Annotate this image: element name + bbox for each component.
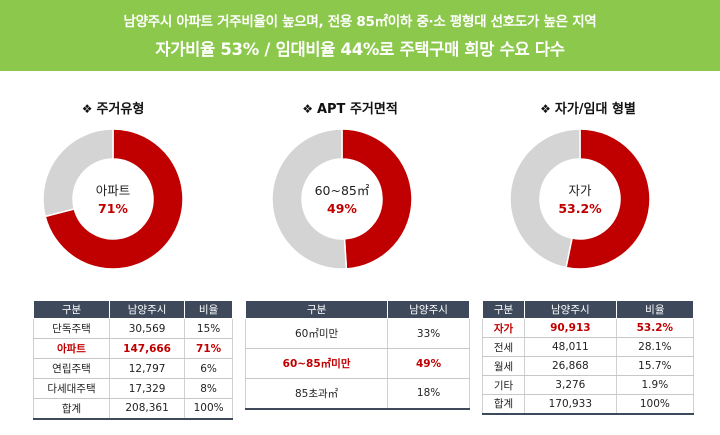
donut-center-value: 71% <box>98 201 128 216</box>
table-row: 60㎡미만 33% <box>244 318 470 349</box>
table-cell: 28.1% <box>615 337 695 357</box>
header-banner: 남양주시 아파트 거주비율이 높으며, 전용 85㎡이하 중·소 평형대 선호도… <box>0 0 720 71</box>
table-cell: 다세대주택 <box>33 378 110 399</box>
tenure-table: 구분 남양주시 비율 자가 90,913 53.2% 전세 48,011 28.1% 월세 26,… <box>482 300 695 415</box>
table-row: 월세 26,868 15.7% <box>482 356 695 376</box>
table-header-row: 구분 남양주시 비율 <box>482 300 695 319</box>
table-row: 기타 3,276 1.9% <box>482 375 695 395</box>
table-row: 합계 170,933 100% <box>482 394 695 415</box>
section-title-housing-type: ❖ 주거유형 <box>33 98 193 117</box>
table-cell: 60㎡미만 <box>244 318 389 349</box>
housing-type-table: 구분 남양주시 비율 단독주택 30,569 15% 아파트 147,666 71% 연립주택 1… <box>33 300 233 420</box>
donut-slice-highlight <box>565 128 651 270</box>
column-header: 남양주시 <box>523 300 617 319</box>
diamond-bullet-icon: ❖ <box>540 102 551 116</box>
donut-center-value: 49% <box>327 201 357 216</box>
table-cell: 18% <box>387 378 470 410</box>
table-row: 아파트 147,666 71% <box>33 338 233 359</box>
diamond-bullet-icon: ❖ <box>302 102 313 116</box>
donut-chart-apt-area: 60~85㎡ 49% <box>271 128 413 270</box>
table-cell: 85초과㎡ <box>244 378 389 410</box>
table-cell: 12,797 <box>108 358 186 379</box>
table-row: 다세대주택 17,329 8% <box>33 378 233 399</box>
banner-subheadline: 자가비율 53% / 임대비율 44%로 주택구매 희망 수요 다수 <box>155 40 565 59</box>
table-cell: 49% <box>387 348 470 379</box>
table-cell: 26,868 <box>523 356 617 376</box>
table-cell: 8% <box>184 378 233 399</box>
table-cell: 48,011 <box>523 337 617 357</box>
table-cell: 기타 <box>482 375 525 395</box>
table-cell: 147,666 <box>108 338 186 359</box>
table-cell: 53.2% <box>615 318 695 338</box>
table-cell: 100% <box>615 394 695 415</box>
section-title-apt-area: ❖ APT 주거면적 <box>270 98 430 117</box>
table-cell: 단독주택 <box>33 318 110 339</box>
donut-center-label: 60~85㎡ <box>315 183 370 198</box>
table-header-row: 구분 남양주시 비율 <box>33 300 233 319</box>
table-cell: 합계 <box>482 394 525 415</box>
section-title-text: 자가/임대 형별 <box>554 102 636 117</box>
apt-area-table: 구분 남양주시 60㎡미만 33% 60~85㎡미만 49% 85초과㎡ 18% <box>244 300 470 410</box>
table-cell: 208,361 <box>108 398 186 420</box>
table-cell: 6% <box>184 358 233 379</box>
donut-slice-rest <box>42 128 114 218</box>
table-cell: 90,913 <box>523 318 617 338</box>
table-cell: 33% <box>387 318 470 349</box>
table-header-row: 구분 남양주시 <box>244 300 470 319</box>
donut-center-label: 아파트 <box>96 183 131 198</box>
column-header: 비율 <box>615 300 695 319</box>
table-cell: 합계 <box>33 398 110 420</box>
column-header: 구분 <box>33 300 110 319</box>
table-cell: 71% <box>184 338 233 359</box>
column-header: 구분 <box>482 300 525 319</box>
donut-chart-tenure: 자가 53.2% <box>509 128 651 270</box>
table-row: 85초과㎡ 18% <box>244 378 470 410</box>
table-cell: 15.7% <box>615 356 695 376</box>
section-title-tenure: ❖ 자가/임대 형별 <box>508 98 668 117</box>
table-cell: 100% <box>184 398 233 420</box>
table-row: 자가 90,913 53.2% <box>482 318 695 338</box>
table-cell: 3,276 <box>523 375 617 395</box>
table-row: 연립주택 12,797 6% <box>33 358 233 379</box>
table-cell: 월세 <box>482 356 525 376</box>
table-cell: 1.9% <box>615 375 695 395</box>
table-cell: 60~85㎡미만 <box>244 348 389 379</box>
table-row: 단독주택 30,569 15% <box>33 318 233 339</box>
table-cell: 30,569 <box>108 318 186 339</box>
section-title-text: 주거유형 <box>96 102 145 117</box>
diamond-bullet-icon: ❖ <box>81 102 93 116</box>
section-title-text: APT 주거면적 <box>316 102 398 117</box>
column-header: 구분 <box>244 300 389 319</box>
donut-slice-highlight <box>44 128 184 270</box>
donut-slice-rest <box>271 128 348 270</box>
donut-chart-housing-type: 아파트 71% <box>42 128 184 270</box>
banner-headline: 남양주시 아파트 거주비율이 높으며, 전용 85㎡이하 중·소 평형대 선호도… <box>123 14 597 30</box>
table-cell: 전세 <box>482 337 525 357</box>
table-cell: 17,329 <box>108 378 186 399</box>
table-cell: 170,933 <box>523 394 617 415</box>
column-header: 남양주시 <box>387 300 470 319</box>
table-row: 전세 48,011 28.1% <box>482 337 695 357</box>
table-row: 60~85㎡미만 49% <box>244 348 470 379</box>
column-header: 비율 <box>184 300 233 319</box>
donut-slice-highlight <box>341 128 413 270</box>
table-cell: 아파트 <box>33 338 110 359</box>
column-header: 남양주시 <box>108 300 186 319</box>
donut-center-label: 자가 <box>568 183 592 198</box>
donut-slice-rest <box>509 128 581 269</box>
table-cell: 연립주택 <box>33 358 110 379</box>
table-cell: 15% <box>184 318 233 339</box>
table-cell: 자가 <box>482 318 525 338</box>
donut-center-value: 53.2% <box>558 201 602 216</box>
table-row: 합계 208,361 100% <box>33 398 233 420</box>
